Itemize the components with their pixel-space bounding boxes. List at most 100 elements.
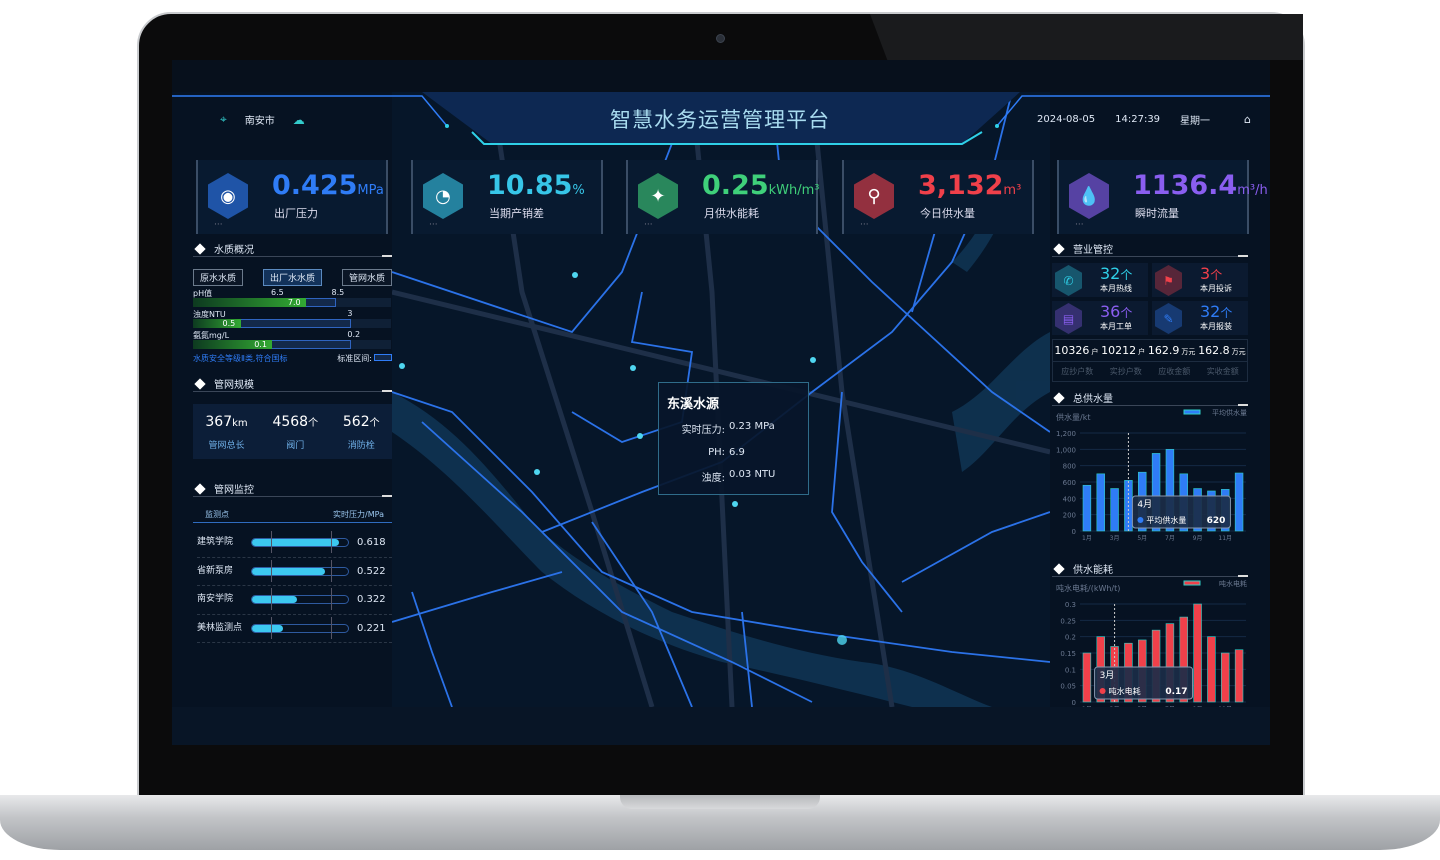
- water-quality-tabs: 原水水质 出厂水水质 管网水质: [193, 269, 392, 286]
- stat-card[interactable]: ◉ 0.425MPa 出厂压力 ···: [196, 160, 388, 234]
- stat-number: 0.25: [702, 170, 769, 201]
- y-tick-label: 800: [1063, 463, 1076, 471]
- bar[interactable]: [1096, 473, 1105, 532]
- bar-chart[interactable]: 供水量/kt 平均供水量 0 200 400 600 800 1,000 1,200 1月 3月 5月…: [1052, 408, 1248, 548]
- diamond-icon: [194, 377, 206, 390]
- weather-cloud-icon: ☁: [292, 112, 305, 127]
- more-icon[interactable]: ···: [1075, 220, 1084, 230]
- col-header: 监测点: [205, 510, 229, 519]
- stat-unit: kWh/m³: [768, 183, 820, 198]
- water-quality-header: 水质概况: [193, 241, 392, 257]
- business-card[interactable]: ✆ 32个 本月热线: [1052, 263, 1148, 297]
- stat-number: 0.425: [272, 170, 358, 201]
- legend-swatch: [1183, 580, 1201, 586]
- stat-unit: %: [572, 183, 585, 198]
- pressure-fill: [252, 596, 298, 604]
- threshold-low: 6.5: [271, 288, 284, 297]
- tab-network-water[interactable]: 管网水质: [341, 269, 392, 286]
- more-icon[interactable]: ···: [644, 220, 653, 230]
- grade-label: 水质安全等级: [193, 354, 241, 363]
- monitor-row[interactable]: 省新泵房 0.522: [197, 558, 392, 586]
- tab-raw-water[interactable]: 原水水质: [193, 269, 244, 286]
- finance-number: 10326: [1054, 344, 1090, 357]
- bar[interactable]: [1151, 453, 1161, 532]
- business-card[interactable]: ✎ 32个 本月报装: [1152, 301, 1248, 335]
- bar[interactable]: [1165, 449, 1175, 532]
- tooltip-category: 3月: [1100, 670, 1115, 681]
- stat-card[interactable]: 💧 1136.4m³/h 瞬时流量 ···: [1057, 160, 1268, 234]
- tab-outlet-water[interactable]: 出厂水水质: [262, 269, 322, 286]
- stat-label: 出厂压力: [274, 207, 318, 220]
- tooltip-series: 吨水电耗: [1109, 686, 1141, 696]
- pressure-fill: [252, 567, 326, 575]
- scale-label: 消防栓: [347, 441, 375, 451]
- more-icon[interactable]: ···: [214, 220, 223, 230]
- home-icon[interactable]: ⌂: [1244, 113, 1252, 126]
- more-icon[interactable]: ···: [429, 220, 438, 230]
- drill-icon: ✎: [1155, 303, 1182, 334]
- monitor-row[interactable]: 建筑学院 0.618: [197, 529, 392, 558]
- faucet-icon: ⚲: [854, 173, 894, 219]
- monitor-row[interactable]: 美林监测点 0.221: [197, 615, 392, 643]
- business-label: 本月工单: [1100, 322, 1132, 331]
- y-tick-label: 400: [1063, 495, 1076, 503]
- diamond-icon: [1053, 242, 1065, 255]
- stat-unit: m³: [1003, 183, 1022, 198]
- finance-value: 162.8 万元: [1198, 344, 1246, 357]
- finance-unit: 户: [1138, 348, 1146, 356]
- stat-card[interactable]: ⚲ 3,132m³ 今日供水量 ···: [842, 160, 1034, 234]
- bar[interactable]: [1193, 603, 1202, 703]
- bar[interactable]: [1234, 649, 1244, 703]
- quality-name: pH值: [193, 289, 213, 298]
- business-number: 3: [1200, 264, 1211, 283]
- finance-value: 10212 户: [1101, 344, 1145, 357]
- business-unit: 个: [1220, 306, 1233, 320]
- scale-value: 4568个: [272, 414, 318, 430]
- quality-value: 0.1: [254, 340, 267, 349]
- stat-card[interactable]: ◔ 10.85% 当期产销差 ···: [411, 160, 603, 234]
- business-label: 本月投诉: [1200, 284, 1232, 293]
- business-card[interactable]: ⚑ 3个 本月投诉: [1152, 263, 1248, 297]
- datetime: 2024-08-05 14:27:39 星期一 ⌂: [1037, 112, 1251, 127]
- stat-card[interactable]: ✦ 0.25kWh/m³ 月供水能耗 ···: [626, 160, 820, 234]
- quality-value: 7.0: [287, 298, 301, 307]
- diamond-icon: [194, 482, 206, 495]
- bar-chart[interactable]: 吨水电耗/(kWh/t)吨水电耗00.050.10.150.20.250.31月…: [1052, 579, 1248, 719]
- bar[interactable]: [1207, 636, 1216, 703]
- right-panel: 营业管控 ✆ 32个 本月热线 ⚑ 3个 本月投诉 ▤ 36个 本月工单 ✎ 32个 本月报装 103…: [1052, 241, 1248, 722]
- y-tick-label: 0.3: [1065, 601, 1076, 609]
- bar[interactable]: [1082, 652, 1092, 703]
- bar[interactable]: [1179, 616, 1188, 703]
- page-title: 智慧水务运营管理平台: [610, 108, 830, 132]
- bar[interactable]: [1234, 472, 1244, 532]
- y-tick-label: 0: [1072, 528, 1076, 536]
- pressure-fill: [252, 539, 339, 547]
- bar[interactable]: [1221, 652, 1230, 703]
- clipboard-icon: ▤: [1055, 303, 1082, 334]
- business-card[interactable]: ▤ 36个 本月工单: [1052, 301, 1148, 335]
- bar[interactable]: [1165, 623, 1175, 703]
- business-unit: 个: [1120, 306, 1133, 320]
- finance-label: 应抄户数: [1061, 367, 1094, 376]
- threshold-high: 0.2: [347, 330, 361, 339]
- bar[interactable]: [1151, 629, 1161, 703]
- scale-label: 管网总长: [208, 441, 245, 451]
- finance-label: 实收金额: [1206, 367, 1239, 376]
- business-label: 本月报装: [1200, 322, 1232, 331]
- quality-fill: [193, 340, 273, 349]
- quality-name: 氨氮mg/L: [193, 331, 230, 340]
- quality-row: 氨氮mg/L 0.2 0.1: [193, 330, 392, 351]
- monitor-row[interactable]: 南安学院 0.322: [197, 586, 392, 615]
- pie-chart-icon: ◔: [423, 173, 463, 219]
- weekday: 星期一: [1180, 116, 1211, 127]
- stat-label: 瞬时流量: [1135, 207, 1179, 220]
- monitor-list[interactable]: 建筑学院 0.618 省新泵房 0.522 南安学院 0.322 美林监测点 0.221: [193, 529, 392, 643]
- x-tick-label: 11月: [1218, 535, 1232, 542]
- bar[interactable]: [1110, 488, 1119, 532]
- supply-chart-section: 总供水量 供水量/kt 平均供水量 0 200 400 600 800 1,000 1,200 1月…: [1052, 390, 1248, 551]
- popup-key: 实时压力:: [681, 425, 725, 436]
- chart-tooltip: [1094, 666, 1194, 700]
- business-header: 营业管控: [1052, 241, 1248, 257]
- bar[interactable]: [1082, 484, 1092, 532]
- more-icon[interactable]: ···: [860, 220, 869, 230]
